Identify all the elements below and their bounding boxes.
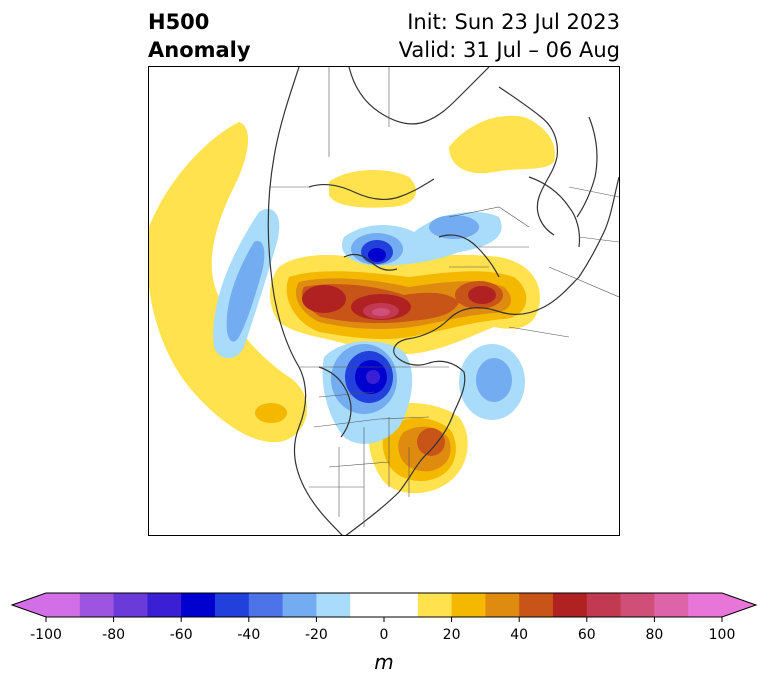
- colorbar-bin: [113, 593, 148, 617]
- colorbar-bin: [553, 593, 588, 617]
- colorbar-unit: m: [374, 650, 394, 674]
- forecast-dates: Init: Sun 23 Jul 2023 Valid: 31 Jul – 06…: [399, 8, 620, 64]
- title-line-h500: H500: [148, 10, 210, 34]
- colorbar-bin: [248, 593, 284, 617]
- colorbar-tick-label: 60: [577, 627, 596, 643]
- colorbar-tick-label: 0: [379, 627, 389, 643]
- colorbar-bin: [417, 593, 453, 617]
- anomaly-map: [148, 66, 620, 536]
- colorbar-bin: [79, 593, 115, 617]
- colorbar: [10, 592, 758, 622]
- colorbar-tick-label: 80: [645, 627, 664, 643]
- colorbar-tick-label: 20: [442, 627, 461, 643]
- colorbar-underflow-arrow: [12, 593, 46, 617]
- colorbar-bin: [215, 593, 250, 617]
- colorbar-tick-label: -40: [237, 627, 261, 643]
- colorbar-tick-label: 100: [708, 627, 736, 643]
- colorbar-bin: [46, 593, 81, 617]
- colorbar-tick-label: -20: [304, 627, 328, 643]
- colorbar-bin: [654, 593, 689, 617]
- colorbar-bin: [181, 593, 216, 617]
- political-boundaries: [269, 67, 619, 527]
- colorbar-bin: [147, 593, 182, 617]
- colorbar-bin: [586, 593, 622, 617]
- coastlines: [267, 67, 619, 535]
- colorbar-bin: [688, 593, 723, 617]
- colorbar-bin: [384, 593, 419, 617]
- colorbar-ticks: [45, 617, 723, 622]
- colorbar-bins: [46, 593, 723, 617]
- colorbar-bin: [620, 593, 655, 617]
- colorbar-bin: [350, 593, 385, 617]
- colorbar-tick-label: -100: [30, 627, 62, 643]
- colorbar-bin: [485, 593, 520, 617]
- valid-range: Valid: 31 Jul – 06 Aug: [398, 38, 620, 62]
- chart-title: H500 Anomaly: [148, 8, 251, 64]
- colorbar-bin: [451, 593, 486, 617]
- colorbar-tick-label: -80: [102, 627, 126, 643]
- title-line-anomaly: Anomaly: [148, 38, 251, 62]
- colorbar-bin: [282, 593, 317, 617]
- colorbar-bin: [519, 593, 554, 617]
- colorbar-overflow-arrow: [722, 593, 756, 617]
- colorbar-tick-label: 40: [510, 627, 529, 643]
- init-date: Init: Sun 23 Jul 2023: [407, 10, 620, 34]
- colorbar-tick-label: -60: [169, 627, 193, 643]
- colorbar-bin: [316, 593, 351, 617]
